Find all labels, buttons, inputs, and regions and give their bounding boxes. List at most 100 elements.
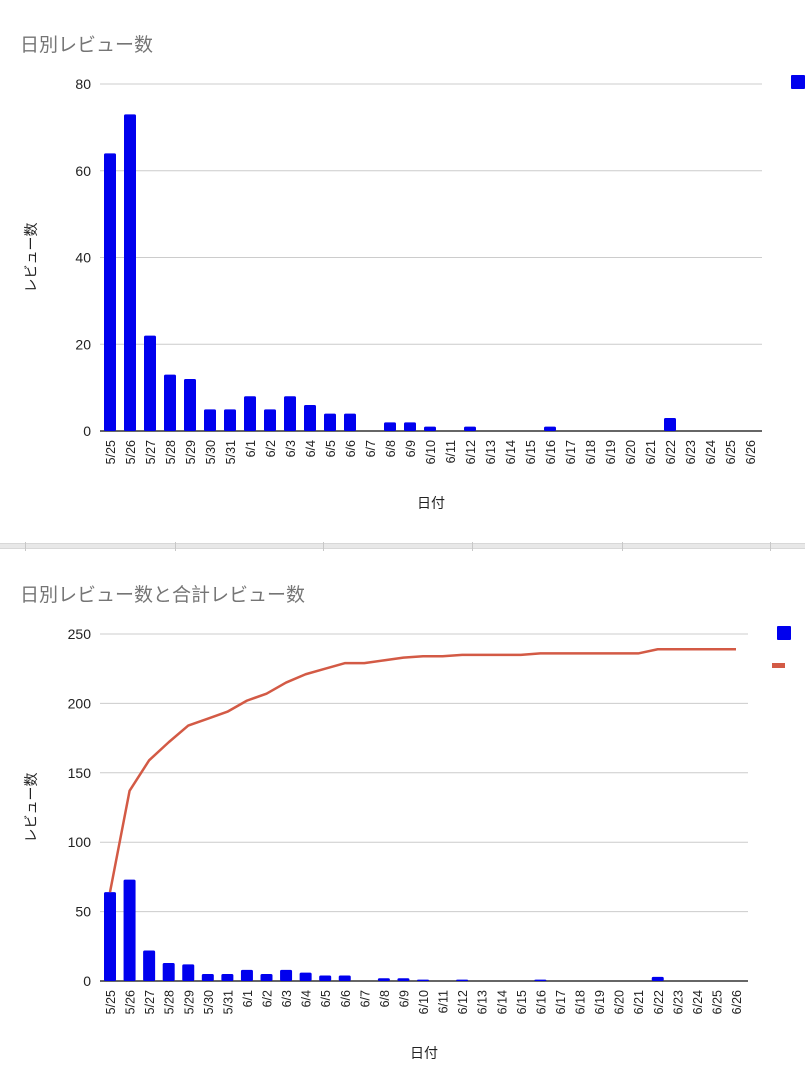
bar	[260, 974, 273, 981]
bar	[544, 426, 556, 431]
bar	[164, 374, 176, 431]
y-tick-label: 50	[75, 904, 91, 920]
bar	[143, 950, 156, 981]
bar	[244, 396, 256, 431]
bar	[162, 962, 175, 981]
x-tick-label: 6/14	[495, 990, 509, 1014]
x-tick-label: 6/12	[456, 990, 470, 1014]
bar	[397, 978, 410, 981]
x-tick-label: 6/22	[664, 440, 678, 464]
bar	[204, 409, 216, 431]
x-tick-label: 6/13	[484, 440, 498, 464]
x-tick-label: 6/10	[424, 440, 438, 464]
y-tick-label: 60	[75, 163, 91, 179]
x-tick-label: 6/16	[534, 990, 548, 1014]
x-tick-label: 6/4	[304, 440, 318, 457]
y-axis-title: レビュー数	[24, 773, 40, 843]
x-tick-label: 6/5	[324, 440, 338, 457]
x-tick-label: 6/8	[384, 440, 398, 457]
cumulative-line	[108, 648, 736, 893]
bar	[299, 972, 312, 981]
x-tick-label: 6/19	[604, 440, 618, 464]
legend-bar-swatch	[777, 626, 791, 640]
bar	[284, 396, 296, 431]
x-tick-label: 6/12	[464, 440, 478, 464]
bar	[104, 153, 116, 431]
x-tick-label: 6/15	[524, 440, 538, 464]
x-tick-label: 6/16	[544, 440, 558, 464]
bar	[104, 892, 116, 981]
bar	[324, 413, 336, 431]
y-axis-title: レビュー数	[24, 223, 40, 293]
x-tick-label: 6/25	[710, 990, 724, 1014]
x-tick-label: 5/28	[164, 440, 178, 464]
legend-bar-swatch	[791, 75, 805, 89]
bar	[123, 879, 136, 981]
x-tick-label: 5/27	[144, 440, 158, 464]
x-tick-label: 6/24	[691, 990, 705, 1014]
x-tick-label: 6/24	[704, 440, 718, 464]
x-tick-label: 5/25	[104, 990, 118, 1014]
x-tick-label: 5/28	[163, 990, 177, 1014]
x-tick-label: 6/5	[319, 990, 333, 1007]
bar	[240, 969, 253, 981]
x-tick-label: 6/1	[244, 440, 258, 457]
y-tick-label: 200	[68, 695, 92, 711]
x-tick-label: 6/20	[613, 990, 627, 1014]
x-tick-label: 6/18	[584, 440, 598, 464]
x-tick-label: 6/10	[417, 990, 431, 1014]
x-tick-label: 6/21	[632, 990, 646, 1014]
x-tick-label: 6/22	[652, 990, 666, 1014]
bar	[184, 378, 196, 431]
x-tick-label: 5/26	[124, 990, 138, 1014]
x-tick-label: 6/1	[241, 990, 255, 1007]
x-tick-label: 5/30	[202, 990, 216, 1014]
x-axis-title: 日付	[417, 496, 445, 512]
bar	[377, 978, 390, 981]
chart-1: 0 20 40 60 80 5/25 5/26 5/27 5/28 5/29 5/30 5/31 6/1…	[24, 75, 805, 512]
y-tick-label: 150	[68, 765, 92, 781]
x-tick-label: 6/26	[744, 440, 758, 464]
bar	[456, 979, 469, 981]
bar	[338, 975, 351, 981]
bar	[264, 409, 276, 431]
x-tick-label: 6/17	[564, 440, 578, 464]
bar	[651, 976, 664, 981]
x-tick-label: 6/6	[339, 990, 353, 1007]
bar	[404, 422, 416, 431]
y-tick-label: 20	[75, 336, 91, 352]
y-tick-label: 100	[68, 834, 92, 850]
x-tick-label: 5/27	[143, 990, 157, 1014]
bar	[424, 426, 436, 431]
chart-1-title: 日別レビュー数	[20, 34, 154, 56]
bar	[344, 413, 356, 431]
x-tick-label: 6/13	[476, 990, 490, 1014]
chart-2-title: 日別レビュー数と合計レビュー数	[20, 584, 306, 606]
x-tick-label: 6/21	[644, 440, 658, 464]
x-tick-label: 6/11	[444, 440, 458, 463]
y-tick-label: 80	[75, 76, 91, 92]
bar	[280, 969, 293, 981]
x-tick-label: 6/6	[344, 440, 358, 457]
x-tick-label: 6/18	[574, 990, 588, 1014]
x-tick-label: 6/9	[397, 990, 411, 1007]
x-tick-label: 6/23	[684, 440, 698, 464]
y-tick-label: 0	[83, 423, 91, 439]
bar	[182, 964, 195, 981]
bar	[144, 335, 156, 431]
x-tick-label: 6/14	[504, 440, 518, 464]
x-axis-title: 日付	[410, 1046, 438, 1062]
divider	[0, 542, 805, 551]
bar	[304, 404, 316, 431]
legend-line-swatch	[772, 663, 785, 668]
y-tick-label: 250	[68, 626, 92, 642]
bar	[201, 974, 214, 981]
x-tick-label: 6/20	[624, 440, 638, 464]
x-tick-label: 5/29	[182, 990, 196, 1014]
x-tick-label: 6/7	[358, 990, 372, 1007]
x-tick-label: 5/31	[224, 440, 238, 464]
bar	[224, 409, 236, 431]
x-tick-label: 5/29	[184, 440, 198, 464]
bar	[534, 979, 547, 981]
x-tick-label: 6/19	[593, 990, 607, 1014]
